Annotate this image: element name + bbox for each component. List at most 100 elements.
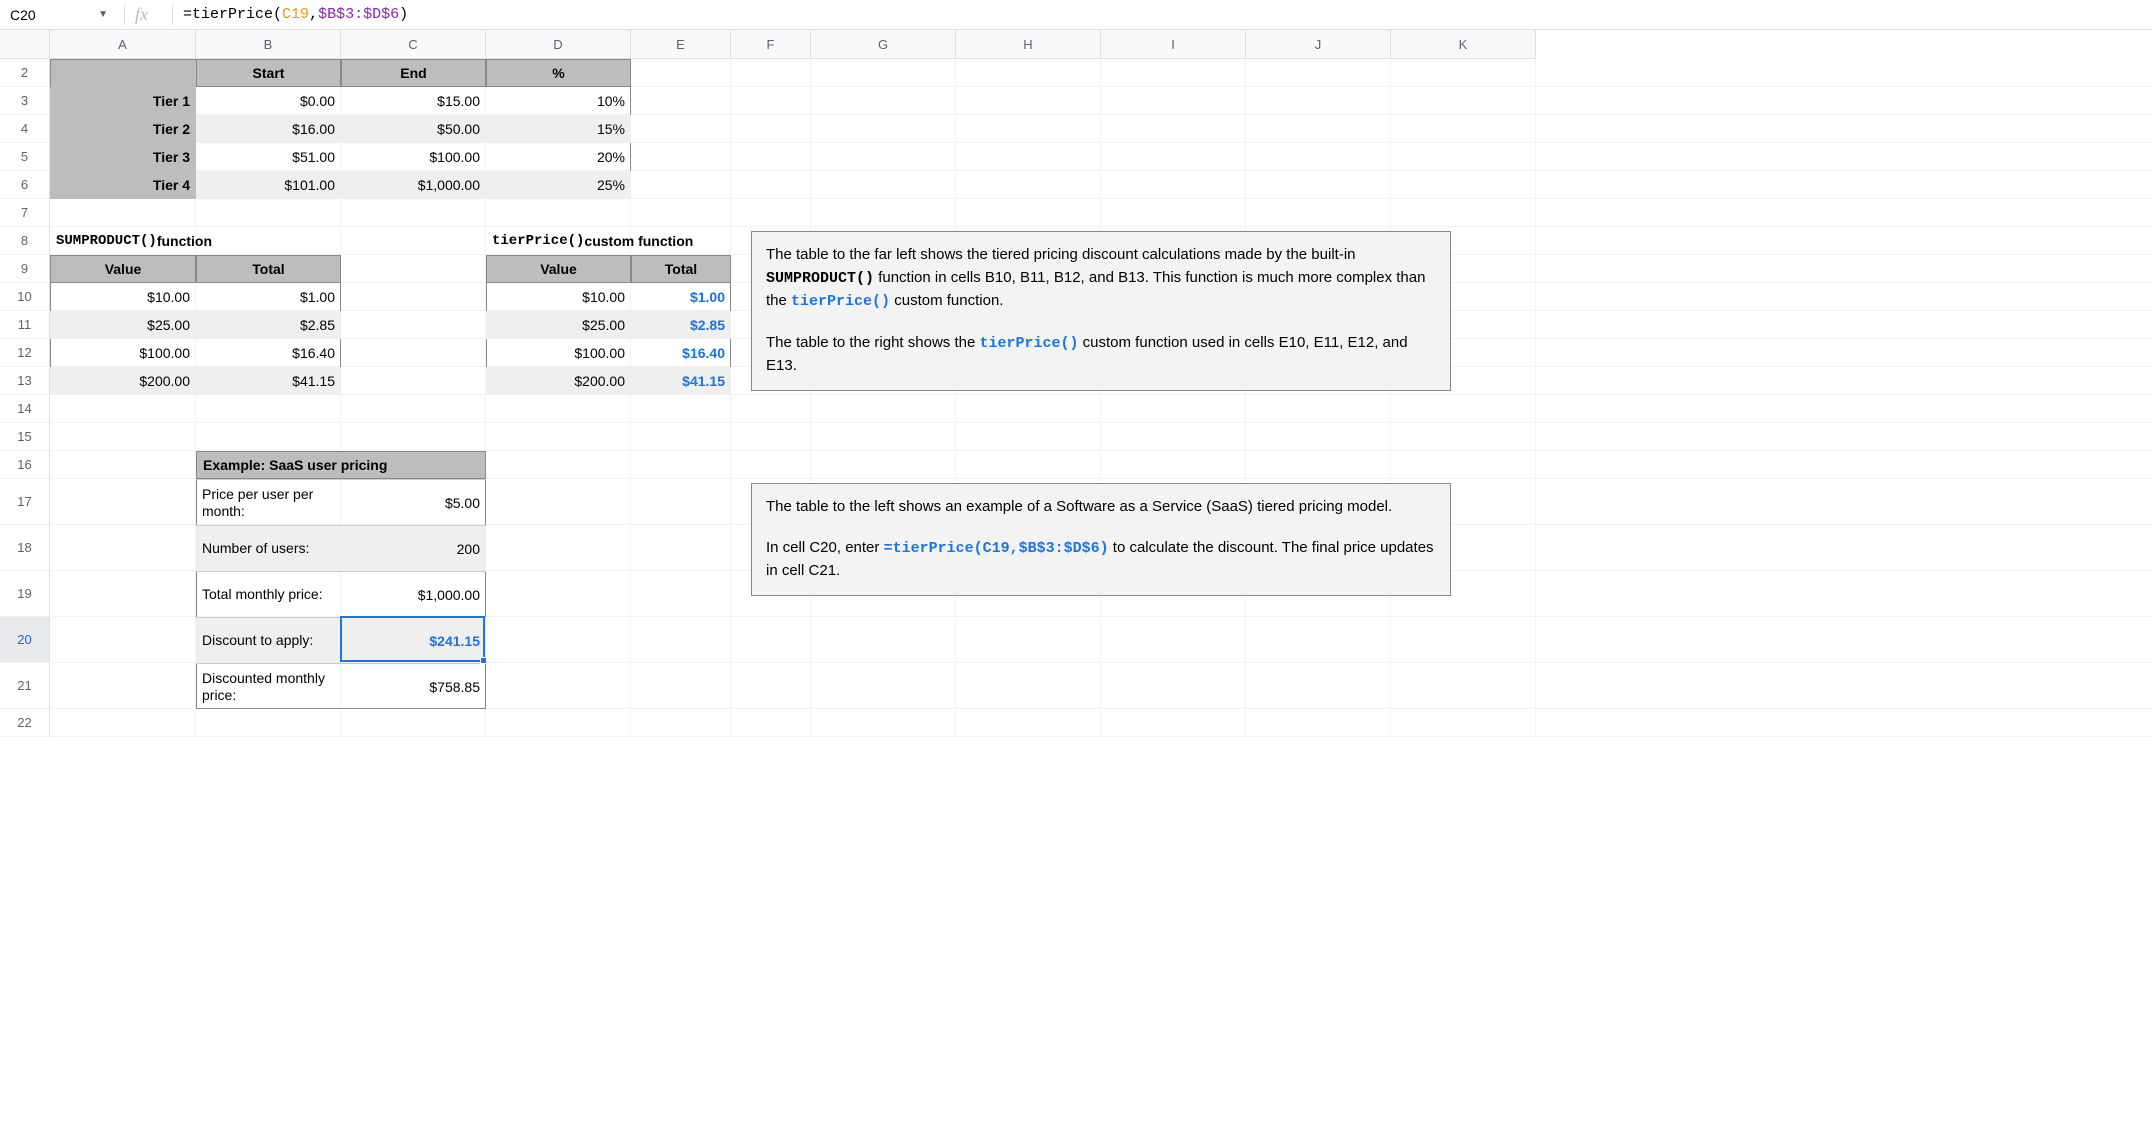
row-header-3[interactable]: 3 <box>0 87 50 115</box>
tier-row-pct-3[interactable]: 25% <box>486 171 631 199</box>
row-header-14[interactable]: 14 <box>0 395 50 423</box>
column-header-I[interactable]: I <box>1101 30 1246 59</box>
tierprice-total-0[interactable]: $1.00 <box>631 283 731 311</box>
formula-open: ( <box>273 6 282 23</box>
select-all-corner[interactable] <box>0 30 50 59</box>
row-header-6[interactable]: 6 <box>0 171 50 199</box>
row-header-19[interactable]: 19 <box>0 571 50 617</box>
tier-row-start-1[interactable]: $16.00 <box>196 115 341 143</box>
tier-row-label-2: Tier 3 <box>50 143 196 171</box>
tierprice-value-0[interactable]: $10.00 <box>486 283 631 311</box>
row-header-12[interactable]: 12 <box>0 339 50 367</box>
divider <box>124 5 125 25</box>
row-header-10[interactable]: 10 <box>0 283 50 311</box>
tier-row-label-0: Tier 1 <box>50 87 196 115</box>
saas-value-3[interactable]: $241.15 <box>341 617 486 663</box>
sumproduct-total-1[interactable]: $2.85 <box>196 311 341 339</box>
name-box-dropdown-icon[interactable]: ▼ <box>98 9 108 20</box>
column-header-B[interactable]: B <box>196 30 341 59</box>
tier-header-start: Start <box>196 59 341 87</box>
sumproduct-title: SUMPRODUCT() function <box>50 227 486 255</box>
formula-bar: C20 ▼ fx =tierPrice(C19,$B$3:$D$6) <box>0 0 2152 30</box>
tierprice-value-3[interactable]: $200.00 <box>486 367 631 395</box>
saas-label-3: Discount to apply: <box>196 617 341 663</box>
formula-input[interactable]: =tierPrice(C19,$B$3:$D$6) <box>183 6 2148 23</box>
tier-row-pct-0[interactable]: 10% <box>486 87 631 115</box>
sumproduct-col-total: Total <box>196 255 341 283</box>
sumproduct-total-2[interactable]: $16.40 <box>196 339 341 367</box>
sumproduct-value-3[interactable]: $200.00 <box>50 367 196 395</box>
tierprice-col-total: Total <box>631 255 731 283</box>
saas-value-1[interactable]: 200 <box>341 525 486 571</box>
sumproduct-total-3[interactable]: $41.15 <box>196 367 341 395</box>
row-headers: 2345678910111213141516171819202122 <box>0 30 50 737</box>
tierprice-total-1[interactable]: $2.85 <box>631 311 731 339</box>
sumproduct-total-0[interactable]: $1.00 <box>196 283 341 311</box>
formula-close: ) <box>399 6 408 23</box>
saas-label-2: Total monthly price: <box>196 571 341 617</box>
row-header-9[interactable]: 9 <box>0 255 50 283</box>
tier-row-start-0[interactable]: $0.00 <box>196 87 341 115</box>
row-header-8[interactable]: 8 <box>0 227 50 255</box>
tierprice-total-2[interactable]: $16.40 <box>631 339 731 367</box>
saas-label-1: Number of users: <box>196 525 341 571</box>
tier-row-start-3[interactable]: $101.00 <box>196 171 341 199</box>
row-header-11[interactable]: 11 <box>0 311 50 339</box>
tier-header-pct: % <box>486 59 631 87</box>
column-headers: ABCDEFGHIJK <box>50 30 2152 59</box>
formula-comma: , <box>309 6 318 23</box>
tier-row-start-2[interactable]: $51.00 <box>196 143 341 171</box>
row-header-13[interactable]: 13 <box>0 367 50 395</box>
tier-row-end-2[interactable]: $100.00 <box>341 143 486 171</box>
tierprice-value-2[interactable]: $100.00 <box>486 339 631 367</box>
sumproduct-value-0[interactable]: $10.00 <box>50 283 196 311</box>
row-header-22[interactable]: 22 <box>0 709 50 737</box>
saas-value-4[interactable]: $758.85 <box>341 663 486 709</box>
column-header-F[interactable]: F <box>731 30 811 59</box>
saas-label-4: Discounted monthly price: <box>196 663 341 709</box>
grid-area: ABCDEFGHIJK StartEnd%Tier 1$0.00$15.0010… <box>50 30 2152 737</box>
row-header-4[interactable]: 4 <box>0 115 50 143</box>
column-header-C[interactable]: C <box>341 30 486 59</box>
sumproduct-value-2[interactable]: $100.00 <box>50 339 196 367</box>
sumproduct-value-1[interactable]: $25.00 <box>50 311 196 339</box>
saas-title: Example: SaaS user pricing <box>196 451 486 479</box>
formula-fn: tierPrice <box>192 6 273 23</box>
divider <box>172 5 173 25</box>
column-header-A[interactable]: A <box>50 30 196 59</box>
name-box[interactable]: C20 ▼ <box>4 5 114 25</box>
formula-eq: = <box>183 6 192 23</box>
tier-row-end-0[interactable]: $15.00 <box>341 87 486 115</box>
sumproduct-col-value: Value <box>50 255 196 283</box>
column-header-K[interactable]: K <box>1391 30 1536 59</box>
row-header-21[interactable]: 21 <box>0 663 50 709</box>
saas-value-2[interactable]: $1,000.00 <box>341 571 486 617</box>
grid[interactable]: StartEnd%Tier 1$0.00$15.0010%Tier 2$16.0… <box>50 59 2152 737</box>
row-header-17[interactable]: 17 <box>0 479 50 525</box>
sheet: 2345678910111213141516171819202122 ABCDE… <box>0 30 2152 737</box>
tier-row-pct-2[interactable]: 20% <box>486 143 631 171</box>
column-header-E[interactable]: E <box>631 30 731 59</box>
tier-row-pct-1[interactable]: 15% <box>486 115 631 143</box>
row-header-18[interactable]: 18 <box>0 525 50 571</box>
formula-arg1: C19 <box>282 6 309 23</box>
row-header-7[interactable]: 7 <box>0 199 50 227</box>
saas-value-0[interactable]: $5.00 <box>341 479 486 525</box>
row-header-5[interactable]: 5 <box>0 143 50 171</box>
tierprice-total-3[interactable]: $41.15 <box>631 367 731 395</box>
saas-label-0: Price per user per month: <box>196 479 341 525</box>
row-header-15[interactable]: 15 <box>0 423 50 451</box>
column-header-H[interactable]: H <box>956 30 1101 59</box>
tier-row-label-1: Tier 2 <box>50 115 196 143</box>
row-header-16[interactable]: 16 <box>0 451 50 479</box>
column-header-G[interactable]: G <box>811 30 956 59</box>
tier-row-end-1[interactable]: $50.00 <box>341 115 486 143</box>
column-header-J[interactable]: J <box>1246 30 1391 59</box>
note-box-1: The table to the far left shows the tier… <box>751 231 1451 391</box>
row-header-20[interactable]: 20 <box>0 617 50 663</box>
tierprice-value-1[interactable]: $25.00 <box>486 311 631 339</box>
column-header-D[interactable]: D <box>486 30 631 59</box>
name-box-value: C20 <box>10 7 36 23</box>
row-header-2[interactable]: 2 <box>0 59 50 87</box>
tier-row-end-3[interactable]: $1,000.00 <box>341 171 486 199</box>
